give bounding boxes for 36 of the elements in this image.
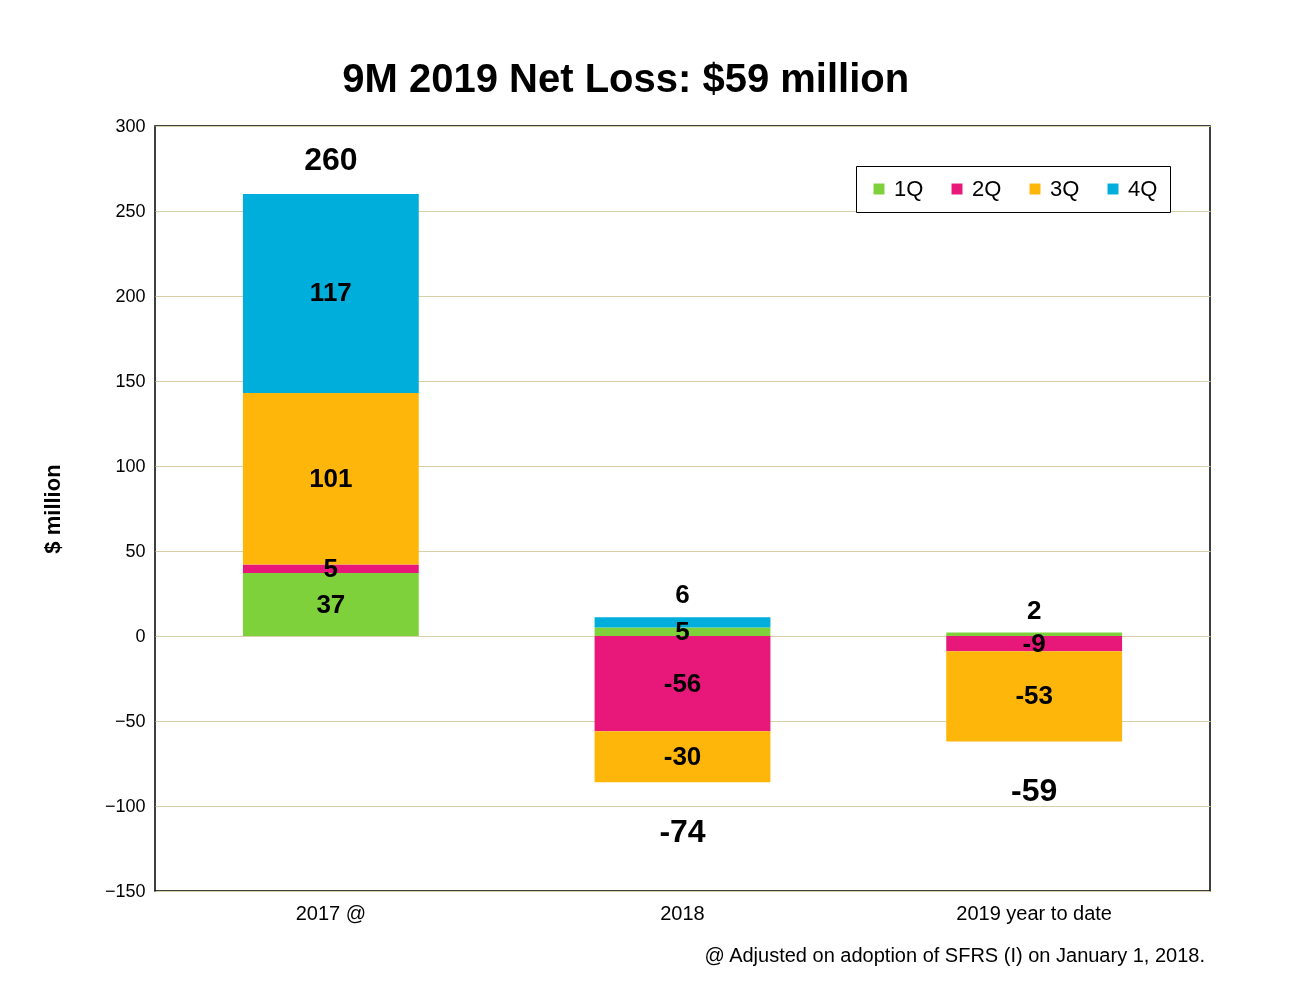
y-tick-label: −50 bbox=[114, 710, 146, 731]
legend-label: 4Q bbox=[1128, 176, 1158, 201]
data-label: 101 bbox=[309, 462, 353, 493]
y-tick-label: −150 bbox=[104, 880, 146, 901]
legend-label: 2Q bbox=[972, 176, 1002, 201]
legend-label: 3Q bbox=[1050, 176, 1080, 201]
y-axis-title: $ million bbox=[39, 464, 65, 554]
y-tick-label: 200 bbox=[115, 285, 146, 306]
bar bbox=[242, 194, 419, 393]
total-label: -74 bbox=[659, 813, 706, 850]
data-label: 37 bbox=[316, 588, 346, 619]
chart-title: 9M 2019 Net Loss: $59 million bbox=[342, 56, 910, 101]
y-tick-label: 100 bbox=[115, 455, 146, 476]
y-tick-label: 0 bbox=[135, 625, 146, 646]
x-tick-label: 2018 bbox=[660, 901, 705, 924]
legend-label: 1Q bbox=[894, 176, 924, 201]
data-label: -30 bbox=[663, 740, 702, 771]
y-tick-label: 50 bbox=[125, 540, 146, 561]
y-tick-label: 250 bbox=[115, 200, 146, 221]
bar bbox=[946, 636, 1123, 652]
data-label: 117 bbox=[309, 277, 352, 308]
total-label: 260 bbox=[304, 141, 358, 177]
data-label: 6 bbox=[675, 579, 690, 610]
y-tick-label: 150 bbox=[115, 370, 146, 391]
data-label: 2 bbox=[1026, 594, 1042, 625]
bar bbox=[946, 651, 1123, 742]
y-tick-label: −100 bbox=[104, 795, 146, 816]
bar bbox=[594, 731, 771, 783]
total-label: -59 bbox=[1011, 772, 1058, 809]
text: @ Adjusted on adoption of SFRS (I) on January 1, 2018. bbox=[704, 944, 1205, 966]
data-label: -9 bbox=[1022, 627, 1046, 658]
x-tick-label: 2019 year to date bbox=[956, 901, 1113, 924]
y-tick-label: 300 bbox=[115, 115, 146, 136]
data-label: -53 bbox=[1015, 680, 1053, 711]
x-tick-label: 2017 @ bbox=[295, 901, 367, 924]
data-label: -56 bbox=[663, 667, 702, 698]
